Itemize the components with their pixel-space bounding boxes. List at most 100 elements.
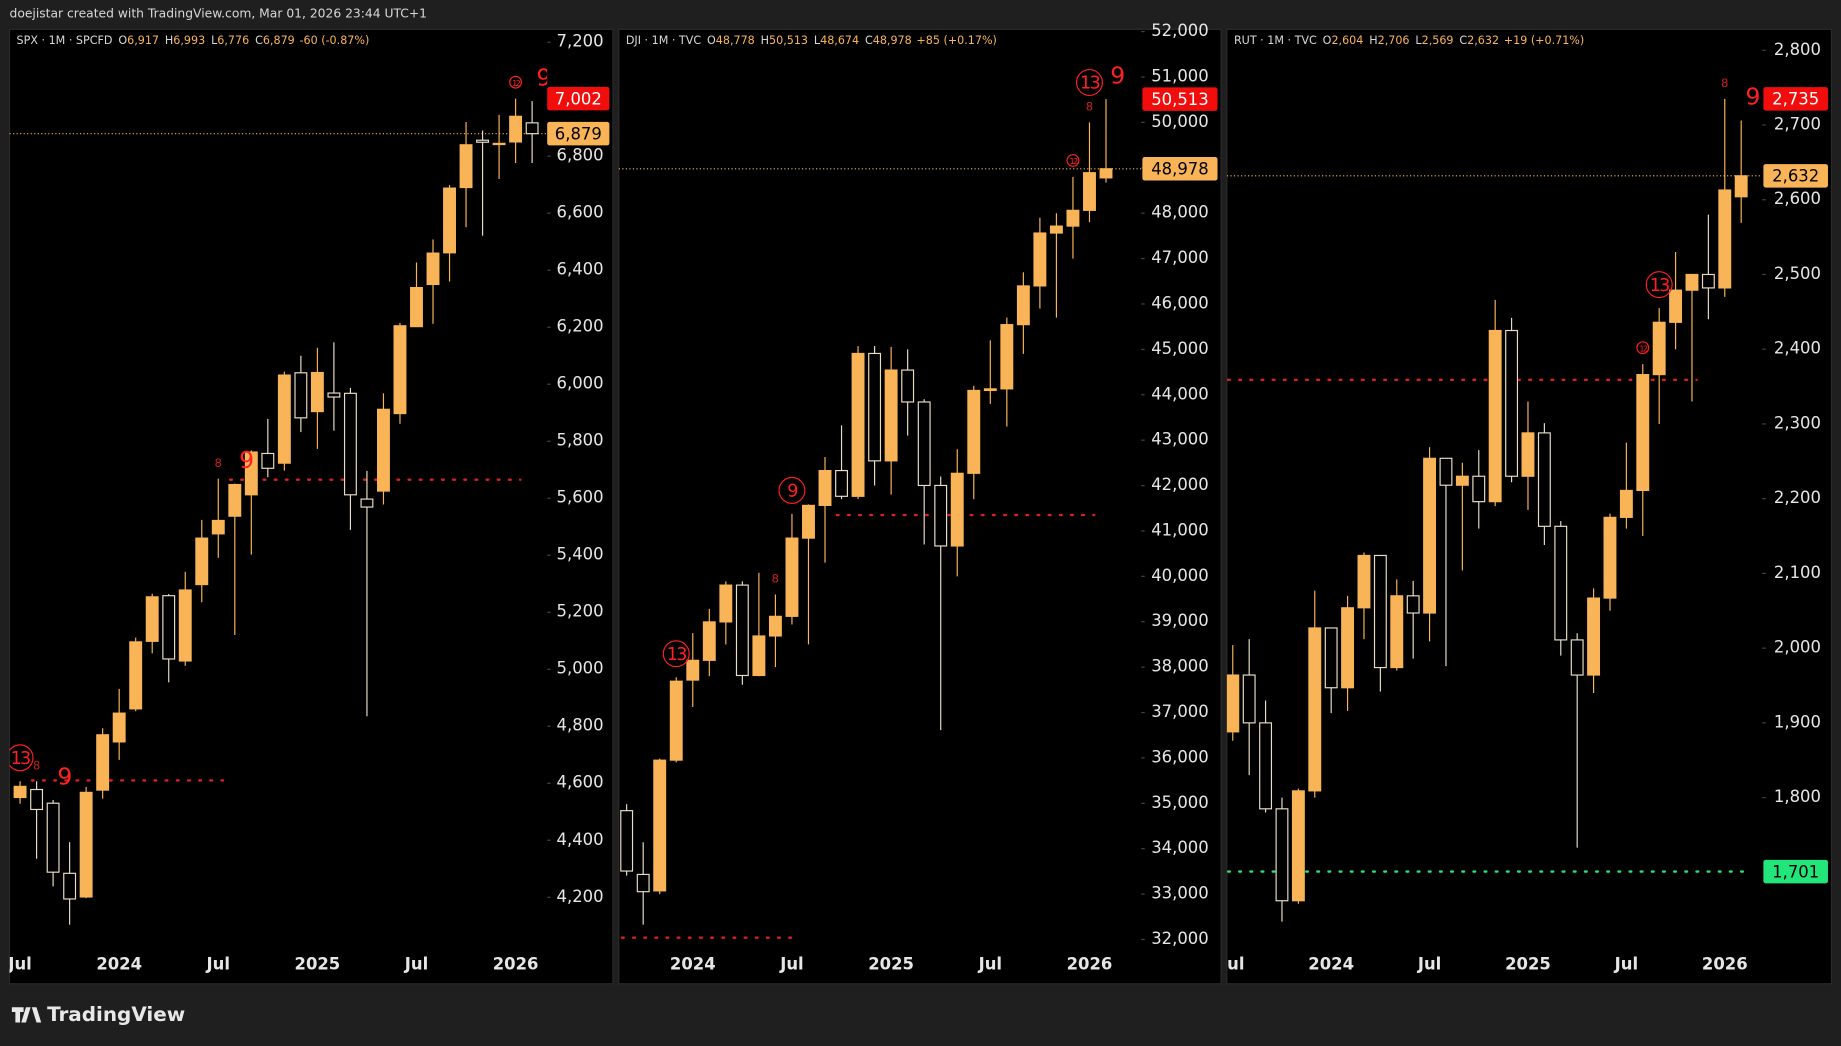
x-tick-label: 2025 [1505,954,1551,973]
candle [1049,213,1063,318]
body [1406,595,1420,614]
body [310,371,324,413]
body [1669,289,1683,323]
body [950,472,964,547]
body [1275,808,1289,902]
candle [277,371,291,471]
body [1373,554,1387,669]
candle [735,581,749,685]
candle [636,842,650,925]
body [1521,432,1535,477]
y-tick-label: 32,000 [1151,929,1208,948]
body [702,621,716,661]
quote-value: 48,674 [820,34,859,47]
x-tick-label: Jul [404,954,428,973]
price-box [1763,87,1828,111]
body [426,252,440,286]
y-tick-label: 33,000 [1151,884,1208,903]
credit: doejistar created with TradingView.com, … [10,7,428,21]
body [653,759,667,892]
annotation-circle [1066,153,1080,167]
annotation: 9 [787,482,797,502]
body [1455,475,1469,486]
body [443,187,456,254]
body [917,401,931,487]
body [1472,475,1486,503]
candle [1554,521,1568,656]
candle [1455,462,1469,571]
y-tick-label: 5,000 [557,659,604,678]
y-tick-label: 4,600 [557,773,604,792]
body [620,810,634,872]
body [934,484,948,547]
candle [1669,252,1683,350]
annotation: 8 [33,758,40,772]
change: +19 (+0.71%) [1504,34,1584,47]
body [343,392,357,496]
body [967,389,981,474]
candle [112,688,126,760]
price-label: 6,879 [555,124,602,143]
body [1537,432,1551,527]
annotation: 13 [667,645,686,665]
body [1505,329,1519,477]
chart-panel: 2024 Jul 2025 Jul 2026 13 8 9 12 8 13 9 DJI · 1M · T… [618,21,1222,985]
candle [1275,797,1289,922]
candle [950,449,964,577]
body [63,872,77,900]
x-tick-label: Jul [1220,954,1244,973]
candle [261,418,275,478]
candle [129,637,143,712]
candle [818,457,832,563]
body [178,589,192,662]
candle [63,842,77,925]
y-tick-label: 6,000 [557,374,604,393]
body [145,596,159,642]
candle [620,804,634,876]
body [327,392,341,398]
body [669,680,683,761]
candle [884,346,898,495]
candle [178,571,192,666]
brand-logo: TradingView [11,1002,185,1026]
x-tick-label: Jul [779,954,803,973]
body [1423,457,1437,614]
quote-key: L [211,34,218,47]
quote-key: C [1459,34,1467,47]
body [818,469,832,506]
candle [669,677,683,763]
x-tick-label: 2025 [295,954,341,973]
annotation: 8 [1721,76,1728,90]
body [129,641,143,710]
y-tick-label: 5,200 [557,602,604,621]
candle [1066,176,1080,259]
candle [492,114,506,179]
candle [360,470,374,717]
candle [1521,401,1535,510]
body [492,142,506,146]
candle [967,385,981,500]
body [1718,189,1732,289]
body [244,451,258,496]
body [509,115,523,143]
candle [1390,579,1404,671]
y-tick-label: 47,000 [1151,248,1208,267]
y-tick-label: 45,000 [1151,339,1208,358]
body [195,537,209,586]
quote-value: 2,706 [1378,34,1410,47]
y-tick-label: 5,400 [557,545,604,564]
candle [1619,442,1633,529]
annotation-circle [509,75,523,89]
symbol: SPX · 1M · SPCFD [17,34,113,47]
body [1685,273,1699,291]
candle [426,239,440,324]
candle [294,355,308,433]
quote-value: 2,632 [1467,34,1499,47]
annotation-circle [1636,341,1650,355]
quote-key: O [707,34,716,47]
body [211,519,225,535]
body [1488,329,1502,503]
body [884,369,898,462]
y-tick-label: 6,200 [557,317,604,336]
y-tick-label: 2,100 [1774,563,1821,582]
